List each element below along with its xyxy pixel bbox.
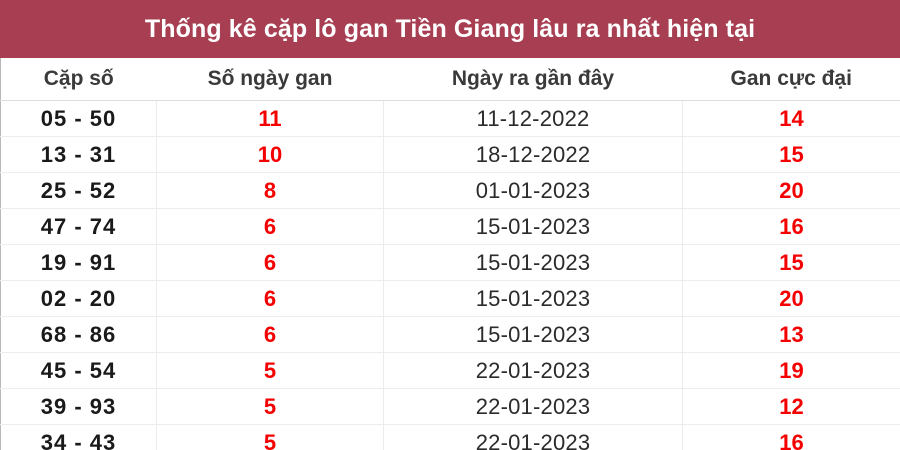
cell-days: 8 [156, 172, 384, 209]
cell-last-date: 15-01-2023 [383, 208, 683, 245]
cell-days: 10 [156, 136, 384, 173]
table-row: 13 - 31 10 18-12-2022 15 [0, 136, 900, 173]
table-row: 68 - 86 6 15-01-2023 13 [0, 316, 900, 353]
table-row: 05 - 50 11 11-12-2022 14 [0, 100, 900, 137]
cell-days: 5 [156, 352, 384, 389]
cell-days: 6 [156, 316, 384, 353]
column-header-pair: Cặp số [0, 58, 157, 101]
cell-max-gan: 20 [682, 280, 900, 317]
cell-last-date: 18-12-2022 [383, 136, 683, 173]
cell-last-date: 15-01-2023 [383, 280, 683, 317]
cell-pair: 02 - 20 [0, 280, 157, 317]
table-header-row: Cặp số Số ngày gan Ngày ra gần đây Gan c… [0, 58, 900, 101]
cell-days: 6 [156, 244, 384, 281]
cell-last-date: 15-01-2023 [383, 316, 683, 353]
cell-last-date: 22-01-2023 [383, 424, 683, 450]
gan-statistics-table: Cặp số Số ngày gan Ngày ra gần đây Gan c… [0, 58, 900, 450]
cell-last-date: 22-01-2023 [383, 352, 683, 389]
table-body: 05 - 50 11 11-12-2022 14 13 - 31 10 18-1… [0, 100, 900, 450]
cell-last-date: 11-12-2022 [383, 100, 683, 137]
cell-days: 5 [156, 388, 384, 425]
column-header-days: Số ngày gan [156, 58, 384, 101]
cell-last-date: 01-01-2023 [383, 172, 683, 209]
table-row: 39 - 93 5 22-01-2023 12 [0, 388, 900, 425]
table-row: 25 - 52 8 01-01-2023 20 [0, 172, 900, 209]
table-header: Cặp số Số ngày gan Ngày ra gần đây Gan c… [0, 58, 900, 101]
cell-last-date: 22-01-2023 [383, 388, 683, 425]
table-row: 02 - 20 6 15-01-2023 20 [0, 280, 900, 317]
cell-max-gan: 16 [682, 208, 900, 245]
cell-pair: 47 - 74 [0, 208, 157, 245]
cell-pair: 05 - 50 [0, 100, 157, 137]
cell-pair: 19 - 91 [0, 244, 157, 281]
cell-pair: 68 - 86 [0, 316, 157, 353]
cell-max-gan: 15 [682, 244, 900, 281]
column-header-max-gan: Gan cực đại [682, 58, 900, 101]
cell-max-gan: 12 [682, 388, 900, 425]
cell-pair: 25 - 52 [0, 172, 157, 209]
cell-pair: 45 - 54 [0, 352, 157, 389]
cell-max-gan: 14 [682, 100, 900, 137]
cell-days: 11 [156, 100, 384, 137]
cell-days: 6 [156, 208, 384, 245]
table-row: 34 - 43 5 22-01-2023 16 [0, 424, 900, 450]
cell-max-gan: 16 [682, 424, 900, 450]
cell-pair: 13 - 31 [0, 136, 157, 173]
widget-title-bar: Thống kê cặp lô gan Tiền Giang lâu ra nh… [0, 0, 900, 58]
cell-days: 5 [156, 424, 384, 450]
column-header-last-date: Ngày ra gần đây [383, 58, 683, 101]
cell-pair: 39 - 93 [0, 388, 157, 425]
cell-max-gan: 13 [682, 316, 900, 353]
cell-days: 6 [156, 280, 384, 317]
cell-max-gan: 19 [682, 352, 900, 389]
table-row: 45 - 54 5 22-01-2023 19 [0, 352, 900, 389]
page-title: Thống kê cặp lô gan Tiền Giang lâu ra nh… [144, 15, 756, 43]
cell-max-gan: 20 [682, 172, 900, 209]
table-row: 47 - 74 6 15-01-2023 16 [0, 208, 900, 245]
cell-last-date: 15-01-2023 [383, 244, 683, 281]
cell-max-gan: 15 [682, 136, 900, 173]
table-row: 19 - 91 6 15-01-2023 15 [0, 244, 900, 281]
cell-pair: 34 - 43 [0, 424, 157, 450]
